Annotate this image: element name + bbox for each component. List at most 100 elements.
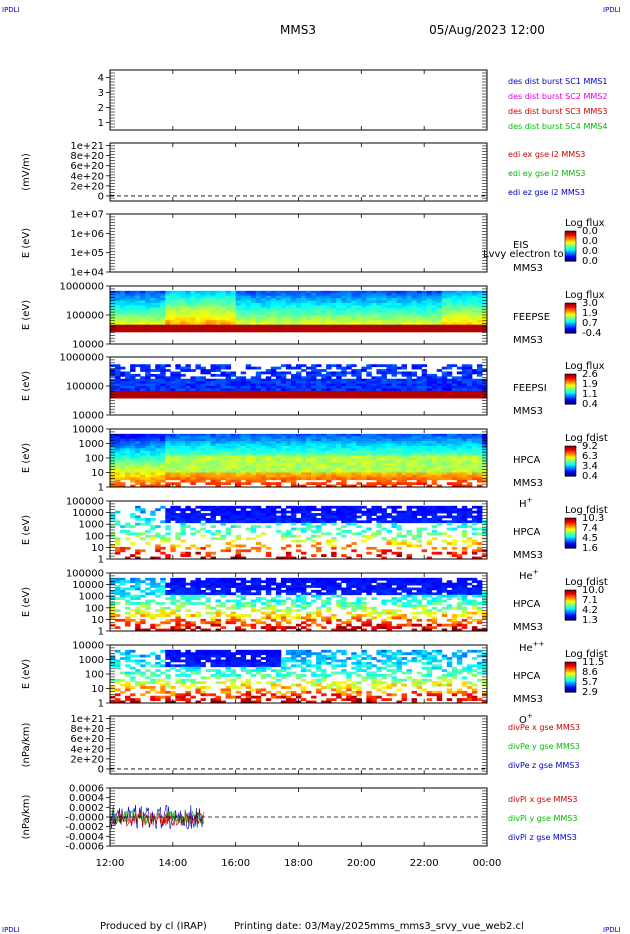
spectrogram-cell [130,443,136,447]
spectrogram-cell [230,474,237,478]
spectrogram-cell [336,312,342,316]
spectrogram-cell [371,472,377,476]
spectrogram-cell [280,508,287,512]
spectrogram-cell [215,324,221,328]
spectrogram-cell [311,436,317,440]
spectrogram-cell [366,537,372,541]
spectrogram-cell [240,433,247,437]
colorbar-swatch [565,238,576,241]
spectrogram-cell [466,295,473,299]
spectrogram-cell [235,479,242,483]
spectrogram-cell [250,465,257,469]
spectrogram-cell [476,505,483,509]
spectrogram-cell [180,467,186,471]
spectrogram-cell [476,508,483,512]
spectrogram-cell [280,395,287,399]
spectrogram-cell [175,433,181,437]
spectrogram-cell [200,295,206,299]
spectrogram-cell [115,539,121,543]
spectrogram-cell [441,305,448,309]
spectrogram-cell [376,317,382,321]
spectrogram-cell [130,302,136,306]
spectrogram-cell [326,441,332,444]
spectrogram-cell [426,508,433,512]
spectrogram-cell [280,436,287,440]
spectrogram-cell [321,443,327,447]
spectrogram-cell [250,479,257,483]
spectrogram-cell [476,298,483,301]
spectrogram-cell [145,465,151,469]
y-axis-label: E (eV) [21,228,32,258]
spectrogram-cell [451,477,458,481]
spectrogram-cell [135,295,141,299]
spectrogram-cell [366,298,372,301]
spectrogram-cell [331,378,337,382]
spectrogram-cell [431,510,438,514]
spectrogram-cell [401,295,407,299]
spectrogram-cell [165,317,171,321]
spectrogram-cell [366,510,372,514]
spectrogram-cell [436,505,443,509]
spectrogram-cell [401,386,407,389]
spectrogram-cell [145,458,151,461]
spectrogram-cell [115,537,121,541]
spectrogram-cell [205,381,211,384]
spectrogram-cell [135,438,141,442]
spectrogram-cell [135,474,141,478]
spectrogram-cell [411,441,418,444]
spectrogram-cell [195,460,201,464]
spectrogram-cell [341,472,347,476]
spectrogram-cell [135,329,141,333]
spectrogram-cell [200,556,206,560]
spectrogram-cell [441,460,448,464]
spectrogram-cell [396,433,402,437]
spectrogram-cell [250,295,257,299]
spectrogram-cell [150,300,156,304]
colorbar-swatch [565,247,576,250]
spectrogram-cell [466,467,473,471]
spectrogram-cell [421,477,428,481]
spectrogram-cell [280,467,287,471]
spectrogram-cell [351,515,357,519]
spectrogram-cell [145,438,151,442]
spectrogram-cell [225,530,232,533]
spectrogram-cell [145,376,151,380]
spectrogram-cell [215,290,221,294]
spectrogram-cell [205,467,211,471]
spectrogram-cell [240,517,247,521]
spectrogram-cell [306,467,312,471]
spectrogram-cell [240,460,247,464]
spectrogram-cell [235,376,242,380]
spectrogram-cell [426,395,433,399]
spectrogram-cell [250,319,257,323]
spectrogram-cell [321,324,327,328]
spectrogram-cell [180,458,186,461]
spectrogram-cell [311,293,317,297]
spectrogram-cell [195,445,201,449]
spectrogram-cell [351,455,357,459]
spectrogram-cell [290,520,297,524]
spectrogram-cell [110,482,116,485]
spectrogram-cell [170,327,176,330]
spectrogram-cell [265,441,272,444]
spectrogram-cell [311,455,317,459]
spectrogram-cell [391,378,397,382]
spectrogram-cell [170,549,176,553]
spectrogram-cell [155,525,161,528]
spectrogram-cell [381,307,387,311]
spectrogram-cell [220,513,227,516]
spectrogram-cell [125,329,131,333]
spectrogram-cell [120,381,126,384]
spectrogram-cell [451,460,458,464]
spectrogram-cell [376,390,382,394]
spectrogram-cell [185,378,191,382]
spectrogram-cell [245,549,252,553]
spectrogram-cell [290,395,297,399]
spectrogram-cell [371,517,377,521]
spectrogram-cell [125,319,131,323]
spectrogram-cell [255,513,262,516]
spectrogram-cell [195,386,201,389]
spectrogram-cell [140,386,146,389]
spectrogram-cell [210,373,216,377]
